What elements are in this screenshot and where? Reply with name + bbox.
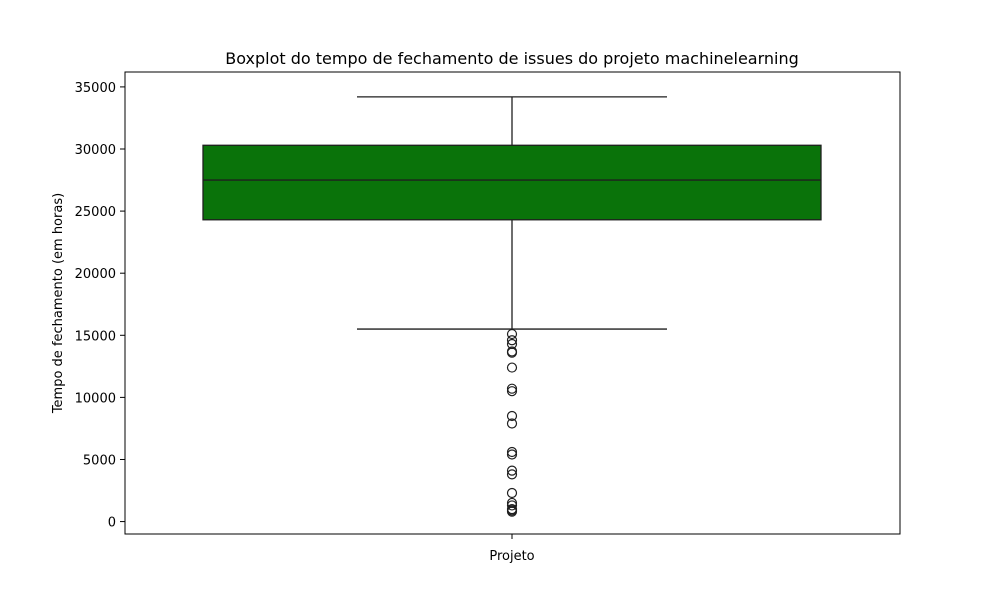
iqr-box xyxy=(202,144,822,221)
outlier-point xyxy=(506,383,518,394)
y-tick-label: 20000 xyxy=(75,267,116,282)
box-group xyxy=(202,96,822,330)
outlier-point xyxy=(506,506,518,517)
chart-title: Boxplot do tempo de fechamento de issues… xyxy=(225,49,799,68)
outlier-point xyxy=(506,487,518,499)
outlier-group xyxy=(506,328,518,517)
outlier-point xyxy=(506,465,518,476)
outlier-point xyxy=(506,446,518,458)
outlier-point xyxy=(506,328,518,340)
y-tick-label: 35000 xyxy=(75,81,116,96)
y-tick-label: 5000 xyxy=(83,453,116,468)
outlier-point xyxy=(506,449,518,460)
outlier-point xyxy=(506,410,518,422)
outlier-point xyxy=(506,386,518,397)
plot-frame xyxy=(124,71,901,535)
x-tick-label: Projeto xyxy=(489,549,534,564)
outlier-point xyxy=(506,418,518,429)
y-axis-label: Tempo de fechamento (em horas) xyxy=(51,193,66,414)
y-tick-label: 25000 xyxy=(75,205,116,220)
y-tick-label: 10000 xyxy=(75,391,116,406)
y-tick-label: 15000 xyxy=(75,329,116,344)
outlier-point xyxy=(506,347,518,358)
outlier-point xyxy=(506,500,518,511)
y-axis: 0 5000 10000 15000 20000 25000 30000 35000 xyxy=(75,81,513,539)
y-tick-label: 0 xyxy=(108,516,116,531)
outlier-point xyxy=(506,335,518,346)
y-tick-label: 30000 xyxy=(75,143,116,158)
outlier-point xyxy=(506,469,518,480)
outlier-point xyxy=(506,362,518,373)
